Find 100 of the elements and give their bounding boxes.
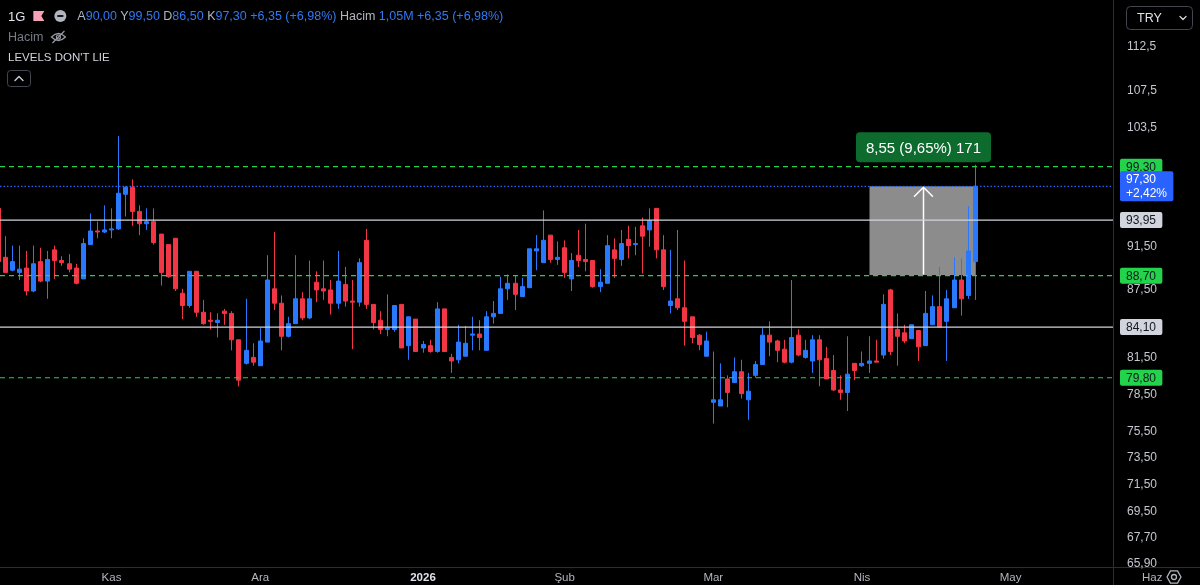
candlestick	[817, 334, 822, 387]
candlestick	[116, 135, 121, 231]
candlestick	[513, 275, 518, 311]
candlestick	[697, 333, 702, 351]
candlestick	[109, 207, 114, 239]
candlestick	[739, 359, 744, 400]
candlestick	[201, 299, 206, 326]
x-tick-label: Mar	[703, 571, 724, 583]
candlestick	[406, 316, 411, 361]
candlestick	[520, 277, 525, 298]
ref-line-label: 97,30 +2,42%	[1126, 172, 1168, 201]
candlestick	[810, 334, 815, 374]
candlestick	[824, 346, 829, 380]
y-tick-label: 112,5	[1127, 39, 1157, 54]
candlestick	[300, 291, 305, 321]
candlestick	[867, 335, 872, 374]
candlestick	[463, 325, 468, 357]
candlestick	[612, 237, 617, 279]
candlestick	[845, 335, 850, 412]
candlestick	[647, 207, 652, 248]
candlestick	[67, 253, 72, 273]
candlestick	[534, 234, 539, 271]
candlestick	[173, 237, 178, 292]
x-tick-label: Haz	[1142, 571, 1163, 583]
candlestick	[279, 294, 284, 351]
y-tick-label: 87,50	[1127, 281, 1158, 296]
candlestick	[775, 339, 780, 363]
candlestick	[52, 245, 57, 280]
y-tick-label: 103,5	[1127, 119, 1158, 134]
candlestick	[583, 223, 588, 272]
candlestick	[930, 294, 935, 326]
candlestick	[102, 204, 107, 234]
candlestick	[484, 310, 489, 351]
candlestick	[81, 237, 86, 280]
candlestick	[789, 279, 794, 364]
candlestick	[661, 234, 666, 291]
candlestick	[371, 303, 376, 330]
candlestick	[449, 353, 454, 374]
candlestick	[272, 231, 277, 311]
candlestick	[244, 298, 249, 366]
candlestick	[357, 257, 362, 308]
y-tick-label: 78,50	[1127, 386, 1158, 401]
candlestick	[895, 312, 900, 367]
ref-line-label: 99,30	[1126, 159, 1157, 174]
candlestick	[619, 229, 624, 267]
candlestick	[605, 234, 610, 284]
candlestick	[38, 247, 43, 283]
x-tick-label: Şub	[554, 571, 575, 583]
candlestick	[95, 221, 100, 239]
candlestick	[562, 239, 567, 279]
candlestick	[952, 256, 957, 309]
candlestick	[258, 327, 263, 367]
candlestick	[923, 290, 928, 347]
candlestick	[421, 340, 426, 354]
y-tick-label: 65,90	[1127, 555, 1158, 570]
candlestick	[704, 331, 709, 357]
candlestick	[881, 293, 886, 360]
candlestick	[760, 327, 765, 366]
candlestick	[187, 270, 192, 309]
candlestick	[307, 260, 312, 320]
x-tick-label: May	[999, 571, 1022, 583]
candlestick	[343, 266, 348, 308]
candlestick	[477, 319, 482, 351]
candlestick	[385, 293, 390, 337]
candlestick	[902, 324, 907, 344]
candlestick	[541, 209, 546, 264]
candlestick	[959, 257, 964, 317]
candlestick	[944, 289, 949, 362]
candlestick	[435, 301, 440, 354]
y-tick-label: 71,50	[1127, 476, 1158, 491]
candlestick	[838, 374, 843, 401]
candlestick	[916, 330, 921, 362]
candlestick	[456, 324, 461, 364]
candlestick	[59, 255, 64, 267]
candlestick	[576, 229, 581, 268]
y-tick-label: 67,70	[1127, 529, 1158, 544]
text: 1G	[8, 8, 26, 24]
candlestick	[633, 226, 638, 256]
candlestick	[399, 303, 404, 349]
candlestick	[151, 207, 156, 246]
y-tick-label: 91,50	[1127, 238, 1158, 253]
candlestick	[725, 374, 730, 408]
candlestick	[675, 229, 680, 311]
candlestick	[45, 250, 50, 300]
candlestick	[350, 279, 355, 350]
annotation: TRY	[1137, 11, 1163, 25]
candlestick	[144, 207, 149, 231]
candlestick	[973, 164, 978, 301]
candlestick	[711, 351, 716, 425]
candlestick	[690, 316, 695, 344]
y-tick-label: 75,50	[1127, 424, 1158, 439]
candlestick	[831, 354, 836, 392]
candlestick	[17, 245, 22, 281]
candlestick	[236, 339, 241, 387]
candlestick	[251, 342, 256, 367]
candlestick	[328, 279, 333, 316]
candlestick	[966, 205, 971, 300]
candlestick	[753, 360, 758, 379]
band-label: 8,55 (9,65%) 171	[865, 138, 982, 156]
candlestick	[24, 250, 29, 296]
